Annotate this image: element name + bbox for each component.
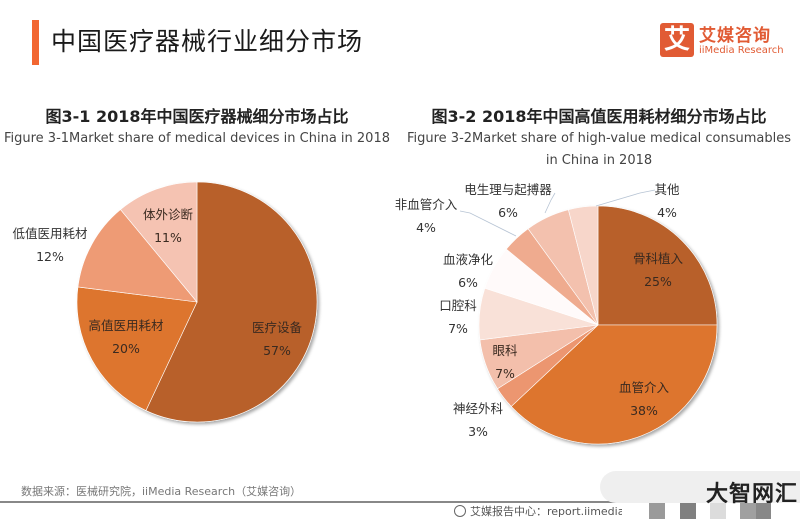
slice-label: 神经外科 — [453, 401, 504, 416]
report-center[interactable]: 艾媒报告中心：report.iimedia.cn — [454, 503, 622, 519]
slice-label: 医疗设备 — [252, 320, 303, 335]
slice-label: 电生理与起搏器 — [464, 182, 552, 197]
page-title: 中国医疗器械行业细分市场 — [51, 27, 364, 56]
slice-value-label: 7% — [448, 321, 468, 336]
slice-value-label: 38% — [630, 403, 658, 418]
slice-value-label: 57% — [263, 343, 291, 358]
watermark-block — [756, 503, 771, 519]
leader-lines — [459, 189, 656, 237]
slice-labels: 医疗设备 57% 高值医用耗材 20% 低值医用耗材 12% 体外诊断 11% 骨科植入 25% 血… — [12, 182, 683, 439]
watermark-block — [680, 503, 696, 519]
watermark-block — [649, 503, 665, 519]
slice-label: 体外诊断 — [143, 207, 193, 222]
slice-value-label: 6% — [458, 275, 478, 290]
pie-slice-0-1 — [76, 286, 198, 411]
report-center-text: 艾媒报告中心：report.iimedia.cn — [470, 505, 622, 518]
slice-value-label: 6% — [498, 205, 518, 220]
watermark-text: 大智网汇 — [706, 482, 799, 507]
chart1-subtitle: Figure 3-1Market share of medical device… — [3, 131, 390, 146]
slice-label: 高值医用耗材 — [88, 318, 163, 333]
slice-value-label: 4% — [657, 205, 677, 220]
pie-slice-1-8 — [568, 205, 599, 326]
slice-label: 骨科植入 — [633, 251, 684, 266]
globe-icon — [454, 505, 466, 517]
pie-slice-0-2 — [77, 209, 198, 303]
pie-slice-0-3 — [120, 181, 198, 303]
slice-label: 低值医用耗材 — [12, 226, 87, 241]
slice-value-label: 3% — [468, 424, 488, 439]
chart1-title: 图3-1 2018年中国医疗器械细分市场占比 — [45, 107, 349, 126]
chart1-pie — [76, 181, 318, 423]
chart2-title: 图3-2 2018年中国高值医用耗材细分市场占比 — [431, 107, 767, 126]
watermark-block — [710, 503, 726, 519]
data-source: 数据来源：医械研究院，iiMedia Research（艾媒咨询） — [21, 485, 302, 498]
slice-label: 口腔科 — [439, 298, 477, 313]
slice-label: 血管介入 — [619, 380, 670, 395]
iimedia-logo: 艾 艾媒咨询 iiMedia Research — [660, 21, 800, 61]
logo-glyph-icon: 艾 — [660, 23, 694, 57]
slice-value-label: 12% — [36, 249, 64, 264]
slice-label: 非血管介入 — [395, 197, 458, 212]
watermark-background — [600, 471, 800, 503]
slice-value-label: 4% — [416, 220, 436, 235]
logo-name-en: iiMedia Research — [699, 45, 784, 56]
slice-value-label: 25% — [644, 274, 672, 289]
title-accent-bar — [32, 20, 39, 65]
pie-slice-1-0 — [597, 205, 718, 326]
chart2-pie — [478, 205, 718, 445]
slice-label: 其他 — [654, 182, 680, 197]
watermark-block — [740, 503, 756, 519]
slice-label: 眼科 — [492, 343, 518, 358]
slice-value-label: 11% — [154, 230, 182, 245]
chart2-subtitle-line1: Figure 3-2Market share of high-value med… — [406, 131, 792, 146]
logo-name-cn: 艾媒咨询 — [699, 26, 771, 46]
slice-value-label: 20% — [112, 341, 140, 356]
footer-divider — [0, 501, 620, 503]
slice-value-label: 7% — [495, 366, 515, 381]
chart2-subtitle-line2: in China in 2018 — [545, 153, 653, 168]
pie-slice-0-0 — [145, 181, 318, 423]
slice-label: 血液净化 — [443, 252, 494, 267]
pie-slice-1-1 — [510, 324, 718, 445]
